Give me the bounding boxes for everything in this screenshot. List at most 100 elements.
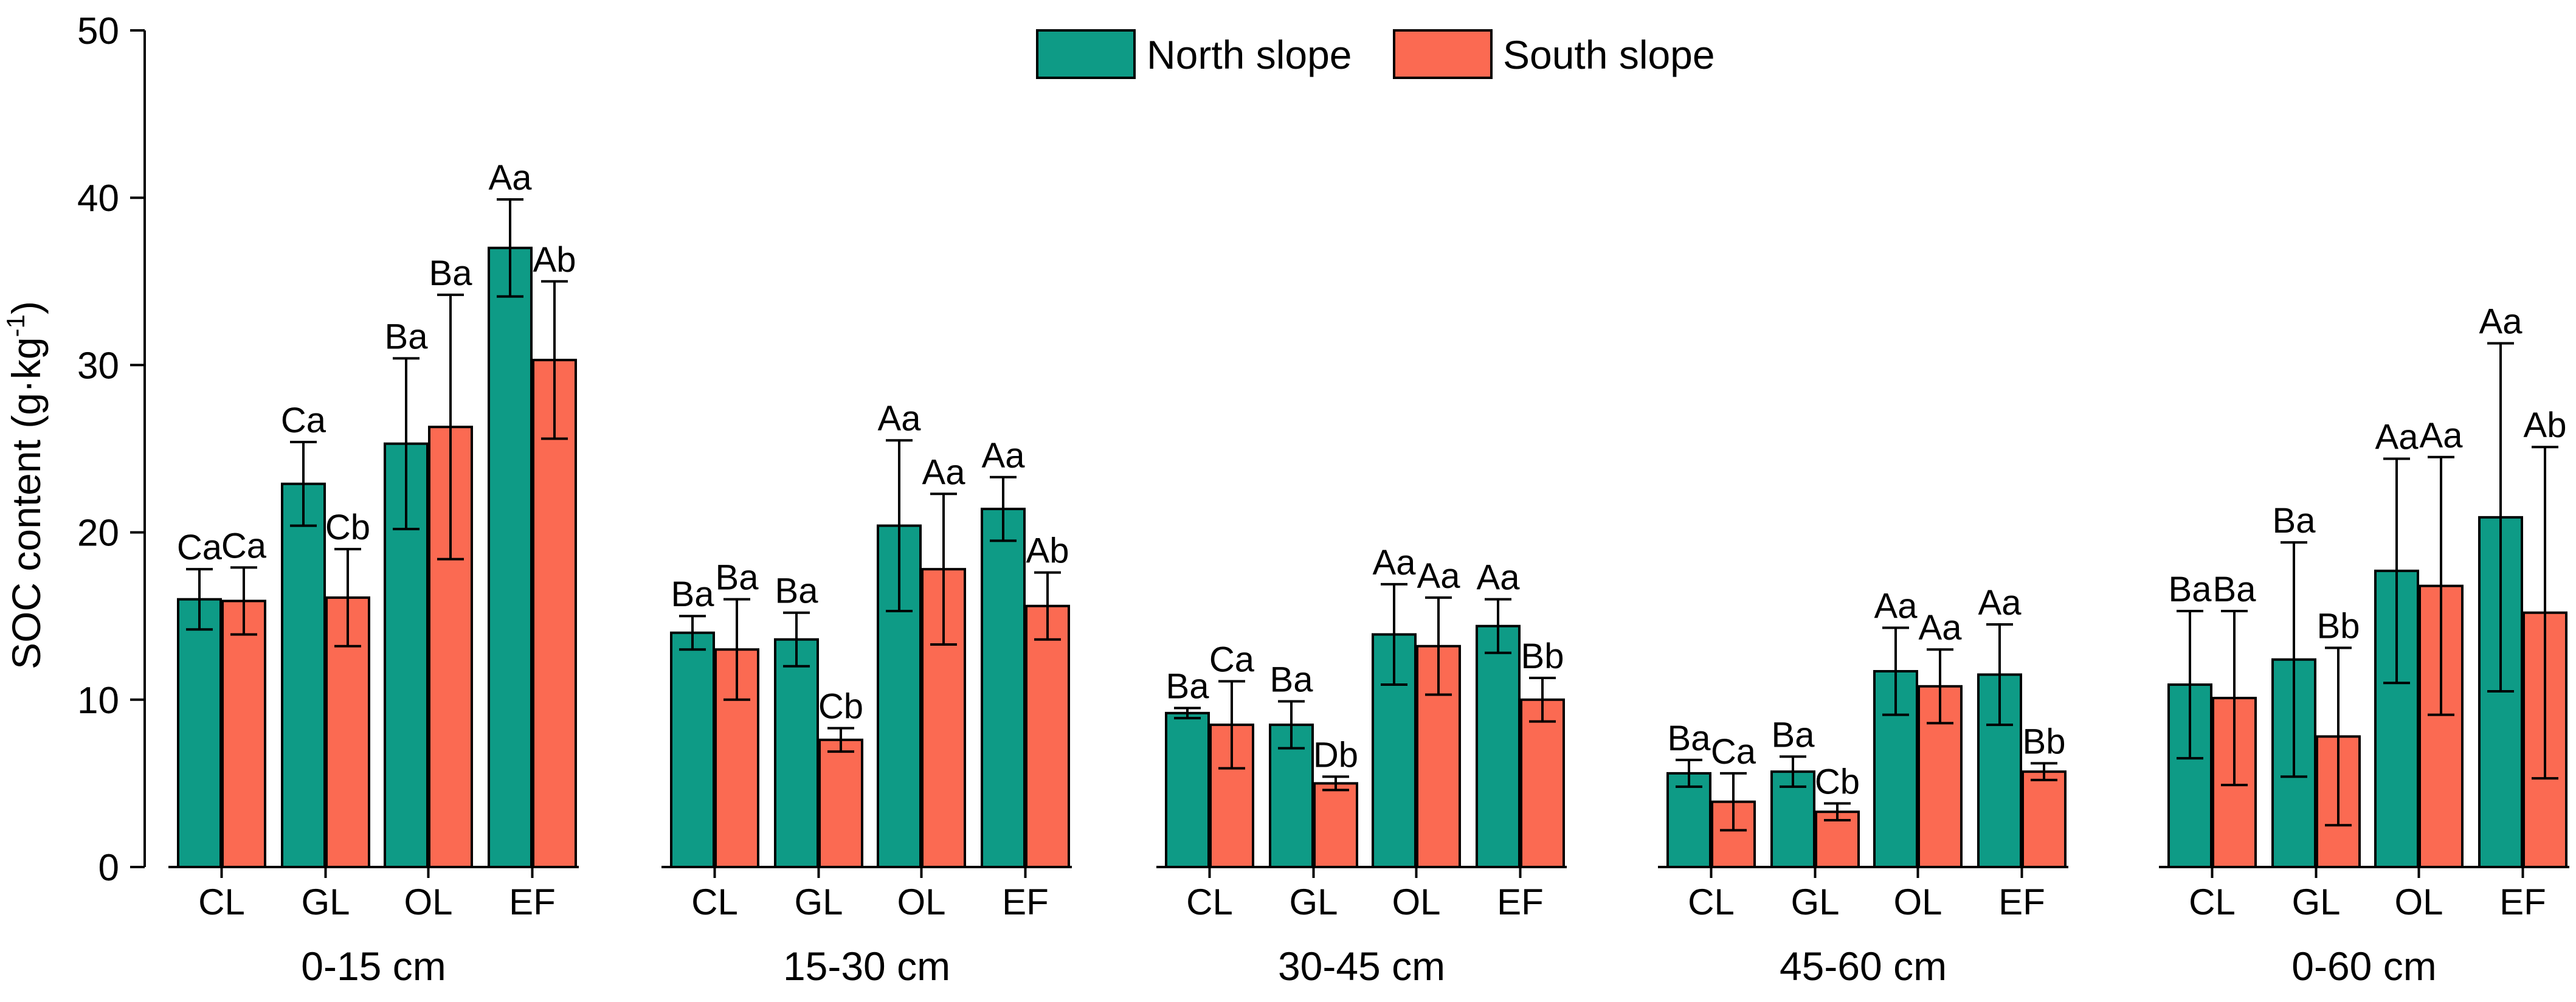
error-bar-south-GL — [1322, 775, 1349, 792]
error-bar-south-CL — [230, 566, 257, 636]
significance-letter-north-CL: Ca — [177, 528, 223, 567]
significance-letter-south-GL: Cb — [325, 508, 370, 547]
x-tick-label-EF: EF — [509, 882, 556, 922]
significance-letter-south-OL: Ba — [429, 254, 473, 293]
x-tick-label-OL: OL — [2394, 882, 2443, 922]
error-bar-south-CL — [723, 598, 750, 701]
y-tick-label: 40 — [77, 178, 119, 219]
error-bar-south-EF — [1034, 571, 1061, 641]
x-tick-label-OL: OL — [897, 882, 945, 922]
error-bar-north-CL — [2177, 609, 2203, 760]
error-bar-north-CL — [1676, 758, 1702, 788]
significance-letter-south-GL: Bb — [2317, 606, 2360, 646]
y-tick-label: 50 — [77, 10, 119, 52]
error-bar-south-GL — [334, 548, 361, 648]
x-tick-label-CL: CL — [198, 882, 245, 922]
significance-letter-north-GL: Ba — [775, 572, 819, 611]
bar-south-EF — [1025, 604, 1070, 868]
error-bar-south-EF — [2532, 446, 2558, 780]
significance-letter-south-EF: Bb — [1521, 637, 1564, 676]
legend-swatch-north — [1036, 29, 1136, 79]
bar-south-EF — [532, 359, 577, 868]
significance-letter-north-OL: Aa — [1874, 586, 1918, 626]
error-bar-north-EF — [990, 475, 1017, 542]
significance-letter-north-GL: Ba — [2273, 501, 2316, 541]
bar-south-GL — [1313, 782, 1358, 869]
x-tick-label-CL: CL — [1688, 882, 1735, 922]
error-bar-north-OL — [1882, 626, 1909, 716]
error-bar-north-CL — [186, 568, 213, 631]
error-bar-south-GL — [1824, 802, 1851, 821]
error-bar-north-GL — [290, 440, 317, 527]
x-tick-label-EF: EF — [1002, 882, 1049, 922]
x-tick-label-CL: CL — [1186, 882, 1233, 922]
bar-north-CL — [670, 631, 715, 868]
error-bar-north-OL — [393, 357, 420, 531]
significance-letter-south-GL: Cb — [818, 687, 863, 727]
y-tick-label: 10 — [77, 680, 119, 722]
error-bar-south-OL — [1927, 648, 1953, 725]
error-bar-south-GL — [2325, 646, 2352, 827]
x-tick-label-OL: OL — [1392, 882, 1440, 922]
x-tick-label-EF: EF — [1497, 882, 1544, 922]
y-axis-label-superscript: -1 — [1, 314, 30, 337]
bar-north-GL — [774, 638, 819, 869]
error-bar-south-CL — [2221, 609, 2248, 787]
y-axis-label-close: ) — [4, 301, 49, 314]
significance-letter-south-CL: Ba — [716, 558, 759, 598]
significance-letter-north-CL: Ba — [1166, 667, 1210, 707]
significance-letter-north-CL: Ba — [1668, 719, 1711, 758]
x-tick-label-EF: EF — [2499, 882, 2546, 922]
error-bar-north-OL — [2383, 457, 2410, 685]
bar-north-CL — [1666, 772, 1711, 868]
significance-letter-south-GL: Db — [1313, 735, 1358, 775]
bar-north-EF — [981, 508, 1026, 868]
bar-north-EF — [488, 246, 533, 868]
y-axis-label-main: SOC content (g·kg — [4, 337, 49, 669]
significance-letter-south-EF: Ab — [533, 240, 576, 280]
error-bar-north-OL — [886, 439, 913, 612]
x-tick-label-CL: CL — [691, 882, 738, 922]
x-tick-label-GL: GL — [1790, 882, 1839, 922]
bar-north-CL — [2167, 683, 2212, 868]
x-tick-label-CL: CL — [2189, 882, 2236, 922]
significance-letter-south-EF: Ab — [1026, 531, 1069, 571]
x-tick-label-OL: OL — [1893, 882, 1942, 922]
significance-letter-north-GL: Ba — [1270, 660, 1314, 700]
y-tick-label: 0 — [98, 847, 119, 889]
bar-south-GL — [818, 738, 863, 869]
bar-south-CL — [221, 599, 266, 868]
significance-letter-north-EF: Aa — [1978, 583, 2022, 623]
bar-north-CL — [1165, 711, 1210, 869]
significance-letter-south-OL: Aa — [922, 452, 966, 492]
significance-letter-south-OL: Aa — [1417, 556, 1461, 596]
significance-letter-north-CL: Ba — [671, 575, 715, 614]
error-bar-north-CL — [1174, 707, 1201, 720]
error-bar-south-GL — [827, 727, 854, 753]
error-bar-north-GL — [2281, 541, 2307, 778]
error-bar-north-EF — [2487, 342, 2514, 693]
error-bar-south-EF — [1529, 677, 1556, 723]
legend-label-south: South slope — [1503, 32, 1715, 77]
error-bar-south-CL — [1218, 680, 1245, 770]
error-bar-south-OL — [1425, 596, 1452, 696]
significance-letter-south-EF: Bb — [2023, 722, 2066, 761]
panel-label: 45-60 cm — [1780, 944, 1947, 989]
significance-letter-south-EF: Ab — [2524, 406, 2567, 445]
error-bar-north-CL — [679, 615, 706, 651]
bar-south-EF — [1520, 698, 1565, 869]
bar-north-EF — [1476, 624, 1521, 869]
y-axis: 0 10 20 30 40 50 — [77, 10, 146, 889]
x-tick-label-EF: EF — [1998, 882, 2045, 922]
significance-letter-south-CL: Ca — [221, 526, 267, 565]
significance-letter-north-OL: Aa — [1373, 543, 1417, 582]
significance-letter-south-CL: Ca — [1711, 732, 1756, 772]
error-bar-north-EF — [1485, 598, 1511, 654]
error-bar-south-EF — [541, 280, 568, 440]
significance-letter-south-CL: Ba — [2213, 570, 2257, 609]
